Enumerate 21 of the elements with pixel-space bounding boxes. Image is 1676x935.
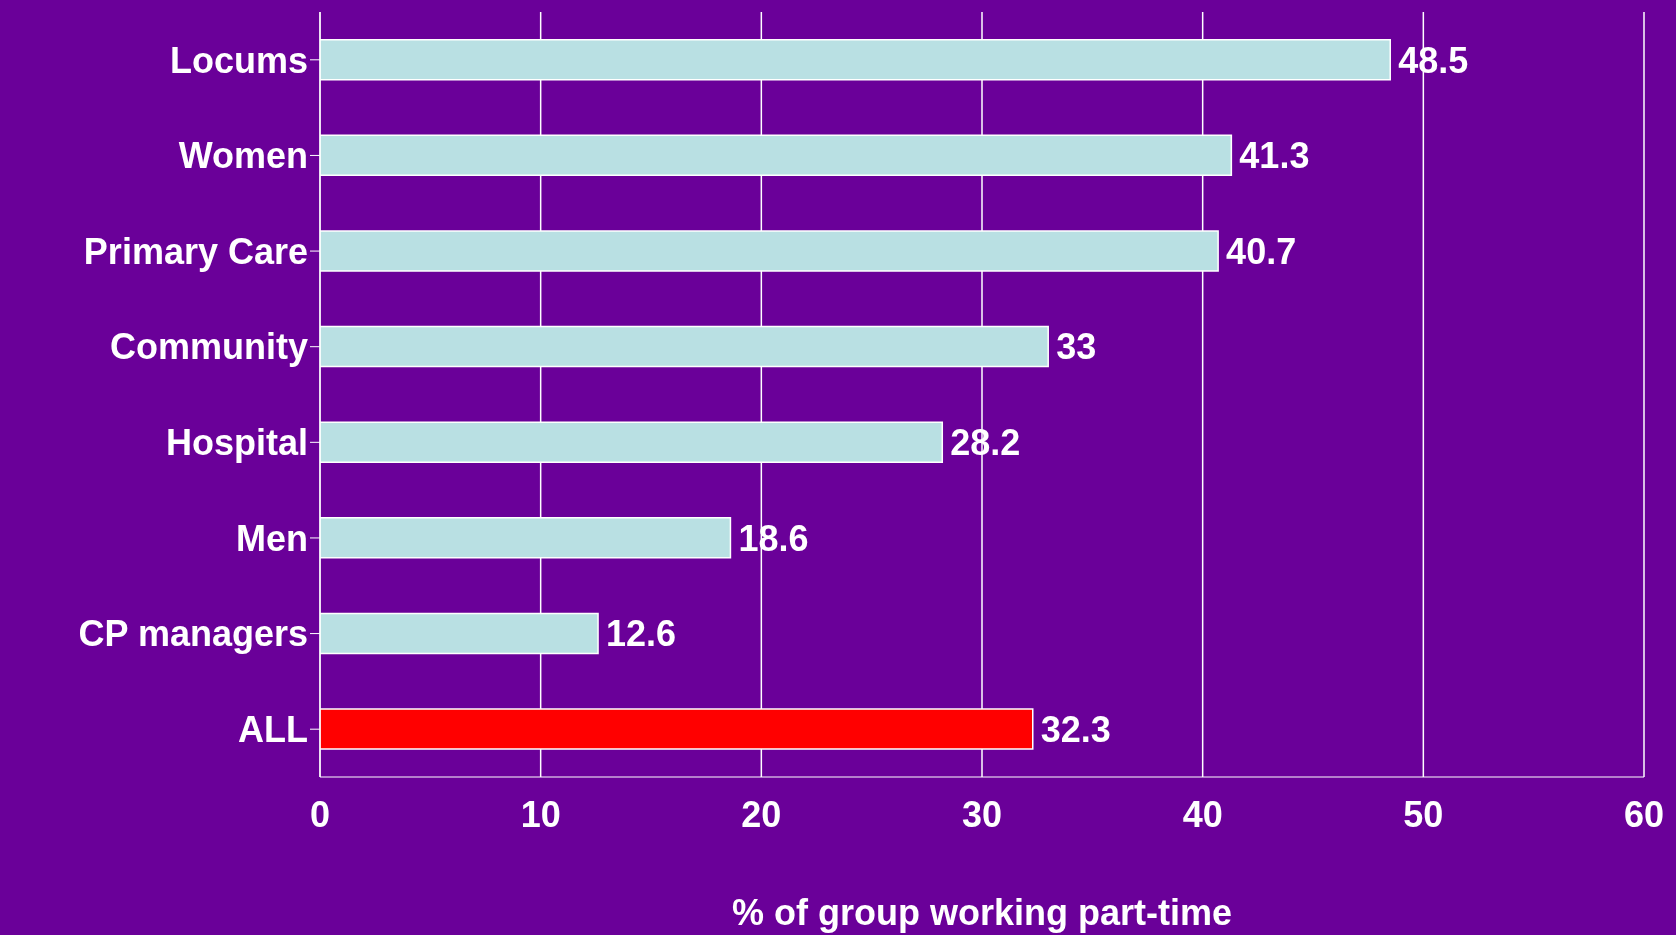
data-label: 40.7	[1226, 230, 1297, 272]
x-tick-label: 30	[961, 793, 1003, 835]
y-tick-label: Hospital	[165, 422, 308, 464]
y-tick-label: CP managers	[78, 613, 308, 655]
data-label: 12.6	[606, 613, 677, 655]
y-tick-label: ALL	[238, 708, 308, 750]
y-tick-label: Women	[178, 135, 308, 177]
x-tick-label: 60	[1623, 793, 1665, 835]
data-label: 32.3	[1040, 708, 1111, 750]
x-tick-label: 10	[520, 793, 561, 835]
x-tick-label: 0	[309, 793, 331, 835]
data-label: 41.3	[1239, 135, 1310, 177]
data-label: 33	[1056, 326, 1097, 368]
x-tick-label: 40	[1182, 793, 1223, 835]
y-tick-label: Locums	[169, 39, 308, 81]
x-tick-label: 50	[1403, 793, 1444, 835]
x-axis-title: % of group working part-time	[732, 892, 1232, 933]
y-tick-label: Primary Care	[83, 230, 308, 272]
x-tick-label: 20	[741, 793, 782, 835]
y-tick-label: Community	[110, 326, 308, 368]
y-tick-label: Men	[236, 517, 308, 559]
